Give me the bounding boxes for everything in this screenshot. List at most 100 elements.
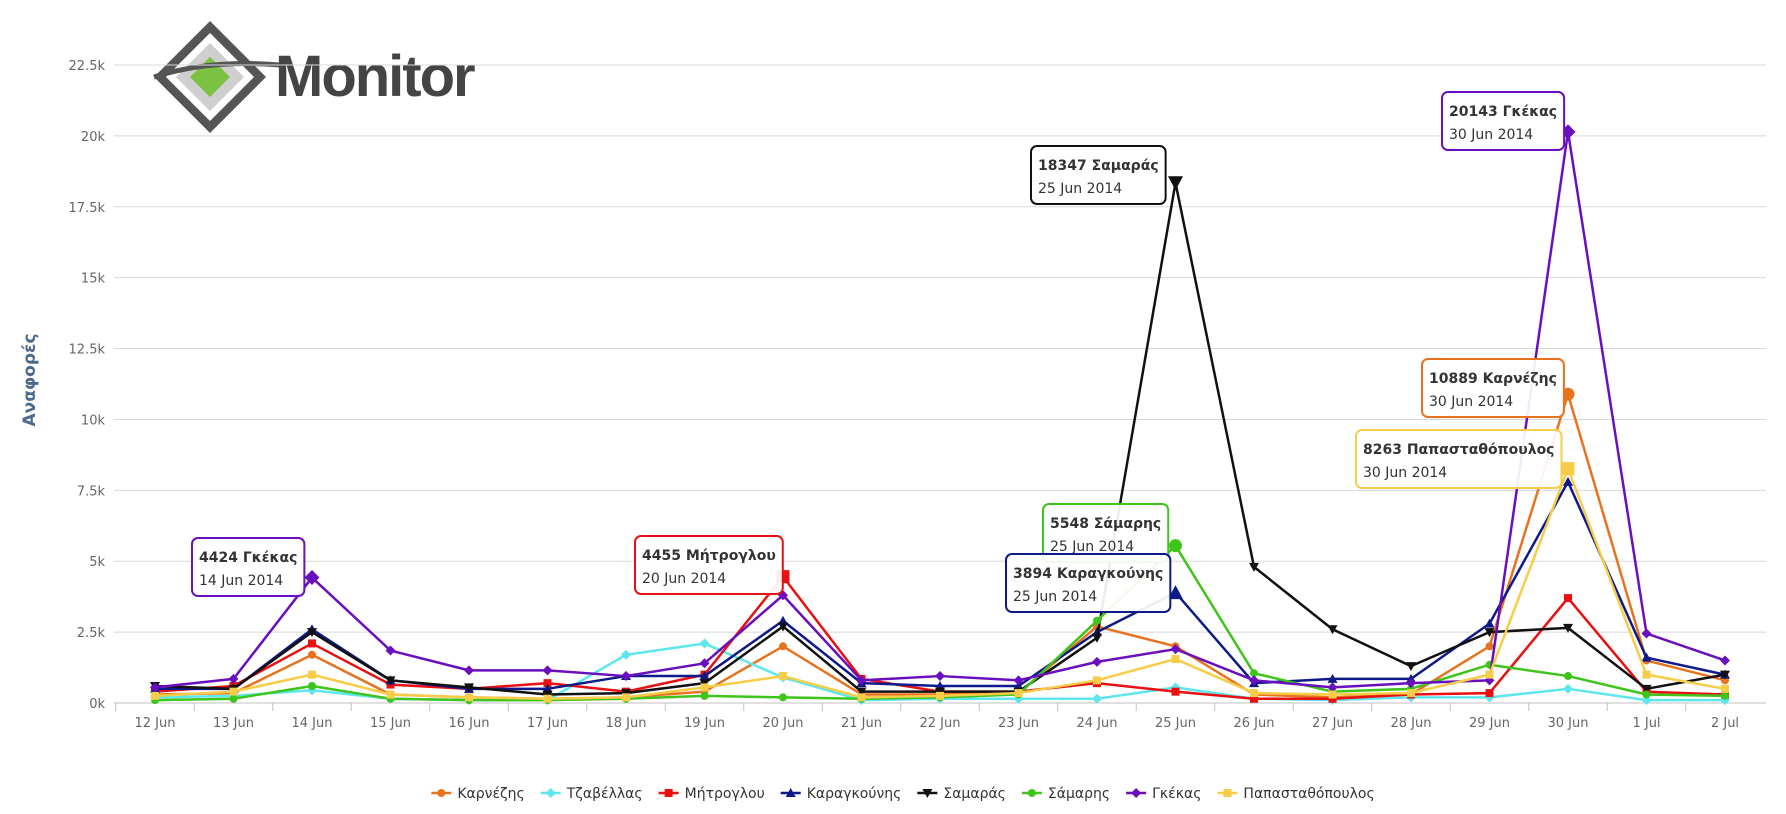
data-point [1642, 690, 1651, 699]
x-tick-label: 22 Jun [920, 716, 961, 731]
data-point [1092, 633, 1102, 643]
annotation-callout: 4424 Γκέκας 14 Jun 2014 [191, 537, 320, 597]
data-point [856, 675, 867, 686]
annotation-callout: 5548 Σάμαρης 25 Jun 2014 [1042, 503, 1182, 563]
x-tick-label: 27 Jun [1312, 716, 1353, 731]
data-point [1484, 628, 1495, 638]
legend-label: Τζαβέλλας [566, 786, 643, 802]
data-point [856, 687, 867, 697]
annotation-callout: 10889 Καρνέζης 30 Jun 2014 [1421, 358, 1575, 418]
legend-marker [437, 789, 446, 797]
data-point [1250, 694, 1258, 703]
annotation-callout: 8263 Παπασταθόπουλος 30 Jun 2014 [1355, 429, 1575, 489]
highlight-point [1168, 585, 1183, 600]
x-tick-label: 29 Jun [1469, 716, 1510, 731]
x-tick-label: 24 Jun [1077, 716, 1118, 731]
series-8 [151, 464, 1729, 703]
data-point [779, 672, 787, 681]
data-point [1093, 676, 1101, 685]
legend-item[interactable]: Καραγκούνης [780, 786, 902, 802]
monitor-logo: Monitor [153, 21, 477, 133]
annotation-box [191, 537, 306, 597]
data-point [465, 693, 473, 702]
annotation-date: 20 Jun 2014 [642, 571, 726, 587]
annotation-value: 5548 Σάμαρης [1050, 516, 1161, 532]
y-tick-label: 2.5k [77, 626, 106, 641]
data-point [1014, 689, 1023, 698]
data-point [1485, 689, 1494, 698]
data-point [464, 683, 474, 693]
legend-item[interactable]: Καρνέζης [431, 786, 525, 802]
annotation-value: 20143 Γκέκας [1449, 104, 1557, 120]
x-tick-label: 2 Jul [1711, 716, 1739, 731]
data-point [542, 665, 553, 676]
annotation-date: 30 Jun 2014 [1429, 394, 1513, 410]
x-tick-label: 25 Jun [1155, 716, 1196, 731]
annotation-value: 8263 Παπασταθόπουλος [1363, 442, 1554, 458]
data-point [1249, 562, 1259, 572]
legend-item[interactable]: Παπασταθόπουλος [1217, 786, 1375, 802]
annotation-callout: 4455 Μήτρογλου 20 Jun 2014 [634, 535, 790, 595]
x-tick-label: 18 Jun [606, 716, 647, 731]
legend-item[interactable]: Σαμαράς [917, 786, 1006, 802]
annotation-value: 18347 Σαμαράς [1038, 158, 1159, 174]
data-point [464, 665, 474, 676]
data-point [1092, 656, 1102, 667]
x-tick-label: 26 Jun [1234, 716, 1275, 731]
data-point [1641, 684, 1652, 694]
annotation-value: 10889 Καρνέζης [1429, 371, 1557, 387]
annotation-callout: 3894 Καραγκούνης 25 Jun 2014 [1005, 553, 1183, 613]
data-point [386, 690, 395, 699]
legend-marker [785, 788, 796, 797]
data-point [1406, 678, 1416, 689]
data-point [700, 683, 709, 692]
x-tick-label: 30 Jun [1548, 716, 1589, 731]
x-tick-label: 16 Jun [449, 716, 490, 731]
legend-label: Καρνέζης [457, 786, 524, 802]
data-point [308, 650, 316, 659]
x-tick-label: 23 Jun [998, 716, 1039, 731]
highlight-point [1168, 176, 1183, 191]
data-point [1250, 689, 1258, 698]
data-point [699, 671, 710, 681]
data-point [1093, 616, 1101, 625]
data-point [1564, 672, 1572, 681]
legend-marker [545, 788, 556, 798]
legend-item[interactable]: Μήτρογλου [658, 786, 765, 802]
data-point [622, 693, 630, 702]
legend-item[interactable]: Σάμαρης [1021, 786, 1110, 802]
data-point [1407, 689, 1415, 698]
legend-marker [664, 789, 673, 797]
data-point [699, 638, 710, 649]
legend-item[interactable]: Γκέκας [1126, 786, 1201, 802]
x-tick-label: 1 Jul [1632, 716, 1660, 731]
x-tick-label: 28 Jun [1391, 716, 1432, 731]
x-tick-label: 17 Jun [527, 716, 568, 731]
data-point [307, 628, 317, 638]
data-point [1327, 673, 1338, 683]
data-point [228, 673, 239, 684]
annotation-date: 30 Jun 2014 [1363, 465, 1447, 481]
data-point [1564, 594, 1572, 603]
annotation-box [1421, 358, 1565, 418]
y-axis-label: Αναφορές [20, 333, 40, 426]
data-point [150, 682, 160, 693]
logo-wordmark: Monitor [275, 44, 475, 109]
highlight-point [1561, 462, 1575, 476]
legend-label: Καραγκούνης [807, 786, 902, 802]
legend-marker [1223, 789, 1232, 797]
x-tick-label: 14 Jun [292, 716, 333, 731]
legend-label: Σαμαράς [943, 786, 1006, 802]
annotation-date: 25 Jun 2014 [1038, 181, 1122, 197]
annotation-date: 14 Jun 2014 [199, 573, 283, 589]
legend-marker [1027, 789, 1036, 797]
x-tick-label: 13 Jun [213, 716, 254, 731]
legend-item[interactable]: Τζαβέλλας [540, 786, 643, 802]
annotation-value: 3894 Καραγκούνης [1013, 566, 1163, 582]
series-line [155, 480, 1726, 691]
data-point [1563, 623, 1573, 633]
x-tick-label: 21 Jun [841, 716, 882, 731]
data-point [621, 671, 631, 682]
legend-label: Σάμαρης [1048, 786, 1110, 802]
